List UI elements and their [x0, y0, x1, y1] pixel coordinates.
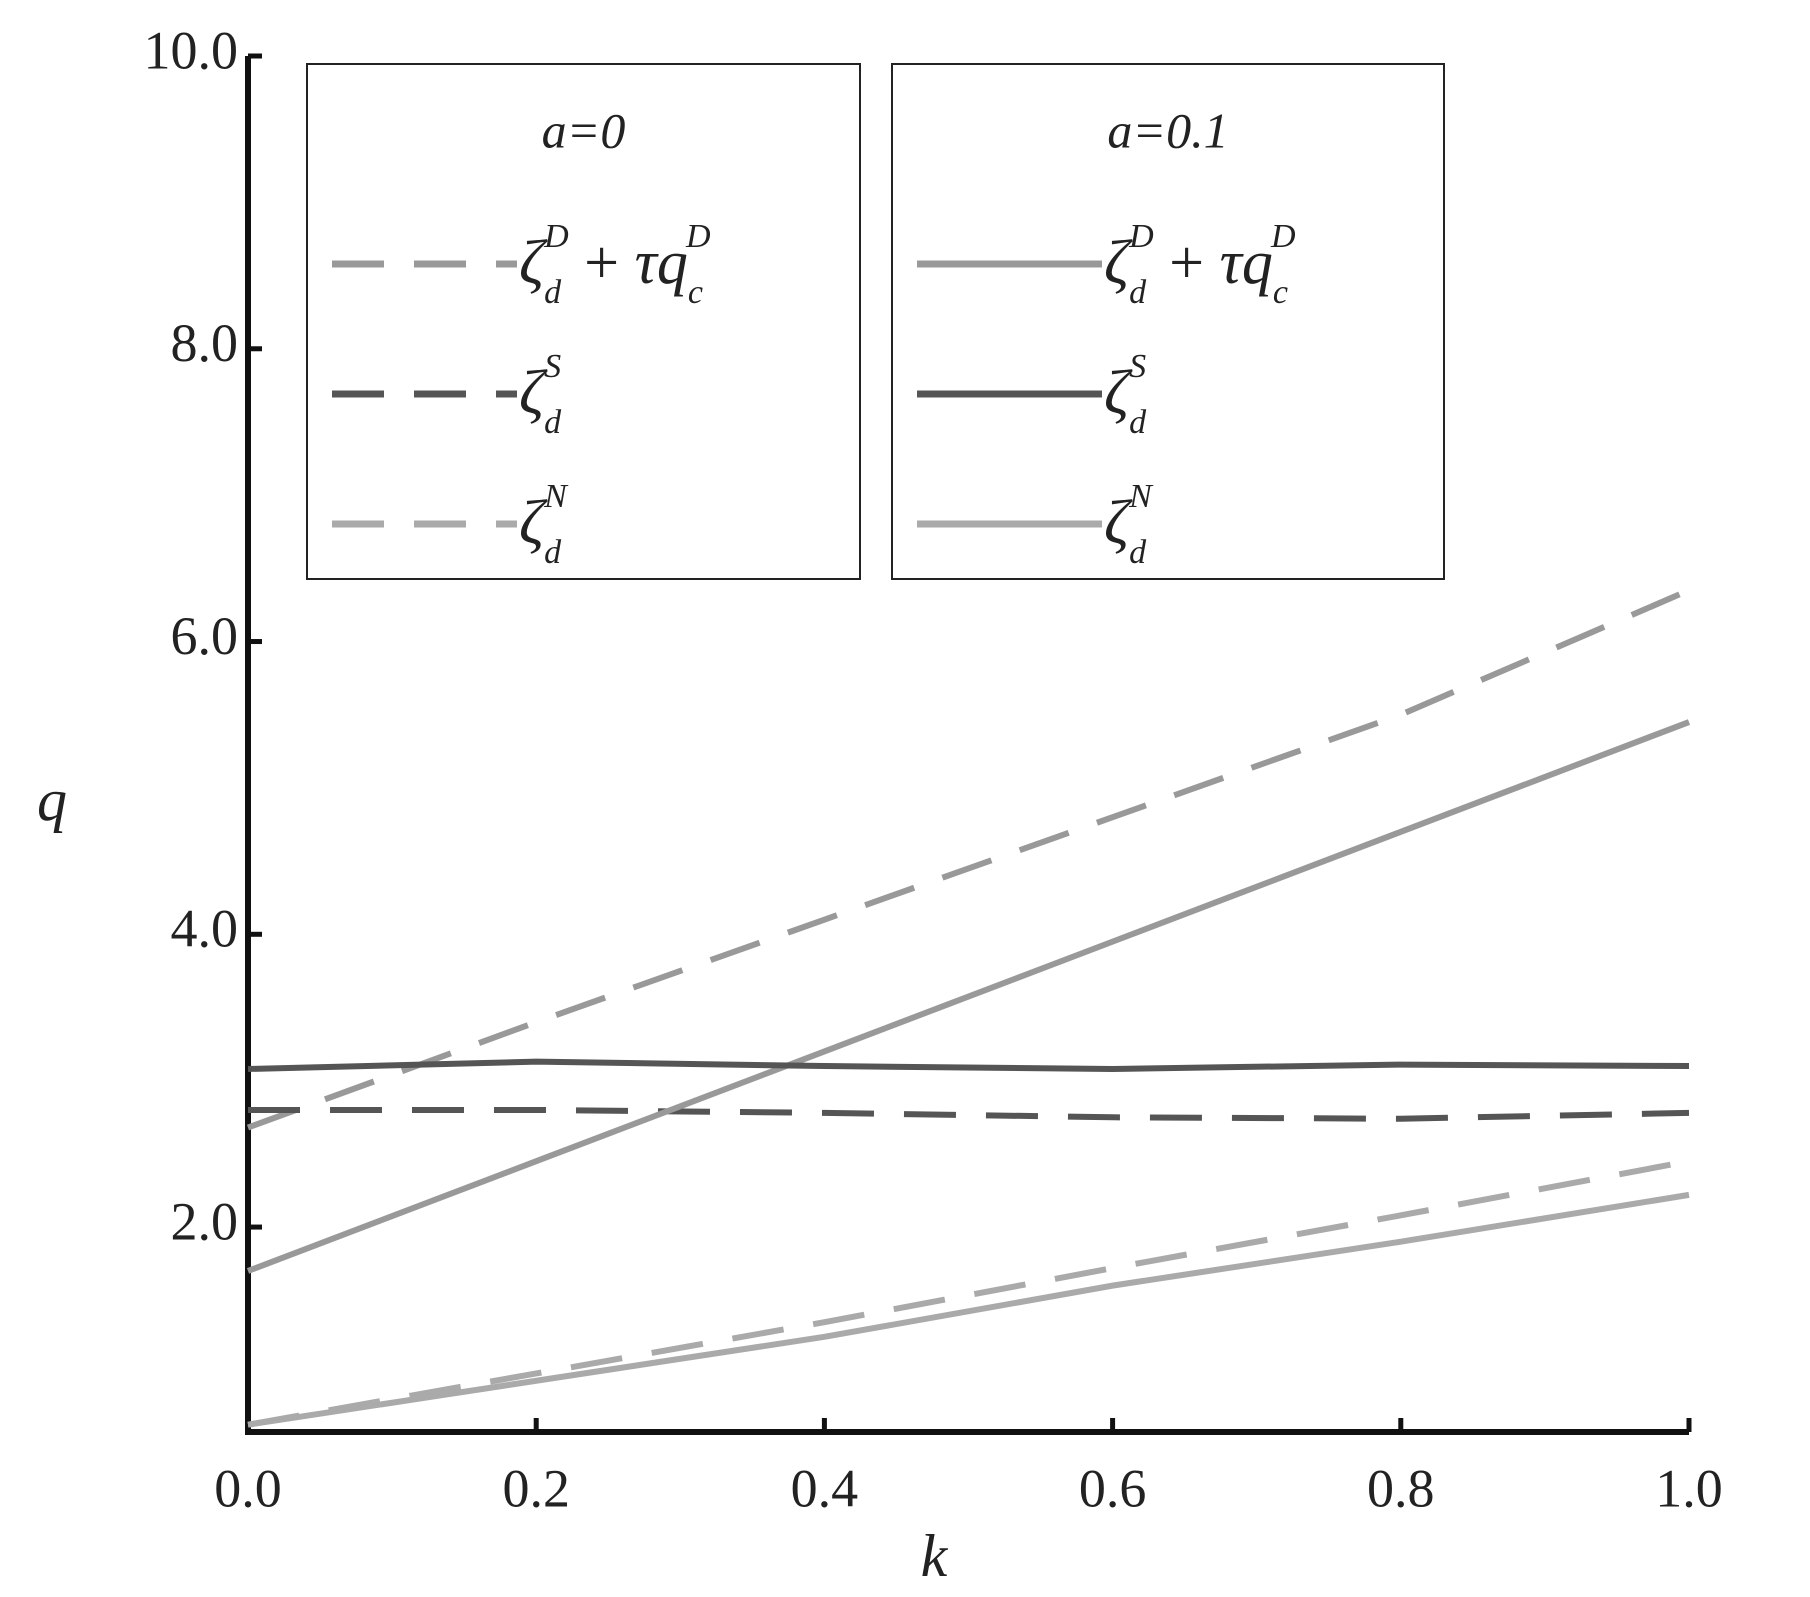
x-tick-label: 0.2: [502, 1458, 570, 1518]
series-line: [246, 719, 1691, 1274]
y-tick-label: 4.0: [171, 899, 239, 959]
x-tick-label: 0.0: [214, 1458, 282, 1518]
series-line: [247, 1058, 1690, 1072]
y-tick-label: 2.0: [171, 1191, 239, 1251]
series-line: [247, 1191, 1690, 1428]
legend-label: ζdN: [519, 478, 569, 571]
legend-label: ζdD + τqcD: [519, 218, 711, 311]
legend-title: a=0: [542, 102, 626, 158]
legend-label: ζdS: [1104, 348, 1147, 441]
legend-title: a=0.1: [1107, 102, 1228, 158]
legend-label: ζdD + τqcD: [1104, 218, 1296, 311]
x-tick-label: 0.6: [1079, 1458, 1147, 1518]
legend-box: [306, 63, 861, 580]
y-tick-label: 10.0: [144, 20, 239, 80]
y-tick-label: 8.0: [171, 313, 239, 373]
x-tick-label: 1.0: [1655, 1458, 1723, 1518]
y-axis-label: q: [37, 767, 67, 833]
legend-box: [891, 63, 1445, 580]
x-tick-label: 0.8: [1367, 1458, 1435, 1518]
legend-label: ζdN: [1104, 478, 1154, 571]
series-line: [247, 1158, 1690, 1428]
y-tick-label: 6.0: [171, 606, 239, 666]
x-axis-label: k: [921, 1523, 949, 1589]
series-line: [248, 1106, 1690, 1122]
legend-label: ζdS: [519, 348, 562, 441]
x-tick-label: 0.4: [791, 1458, 859, 1518]
series-line: [246, 587, 1691, 1131]
